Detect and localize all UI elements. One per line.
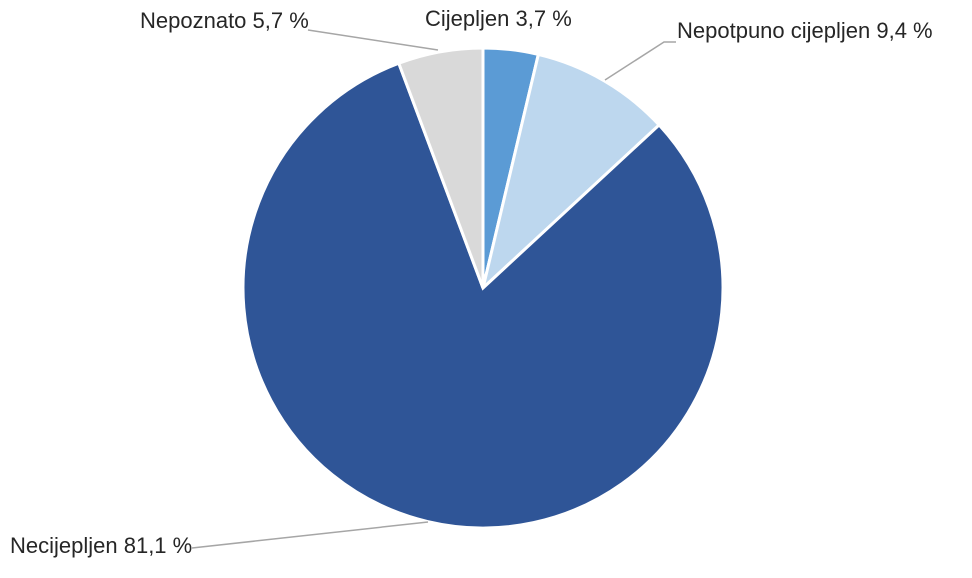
leader-lines [191,29,676,549]
slice-label-cijepljen: Cijepljen 3,7 % [425,6,572,31]
slice-label-nepoznato: Nepoznato 5,7 % [140,8,309,33]
slice-label-nepotpuno-cijepljen: Nepotpuno cijepljen 9,4 % [677,18,933,43]
slice-label-necijepljen: Necijepljen 81,1 % [10,533,192,558]
leader-line-necijepljen [191,521,429,549]
pie-slice-nepotpuno-cijepljen [480,52,662,293]
pie-slice-nepoznato [396,46,485,289]
slice-labels: Cijepljen 3,7 % Nepotpuno cijepljen 9,4 … [10,6,933,558]
leader-line-nepoznato [307,29,439,51]
pie-slices [241,46,725,530]
leader-line-nepotpuno-cijepljen [604,41,676,81]
